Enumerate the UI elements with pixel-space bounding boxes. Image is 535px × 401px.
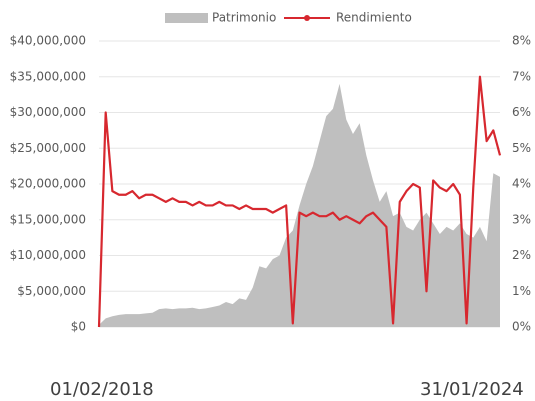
y-tick-label: $15,000,000 [10,212,86,226]
legend-label: Rendimiento [336,11,412,25]
y-tick-label: $5,000,000 [17,284,86,298]
area [99,83,500,328]
legend-marker [304,15,310,21]
y2-tick-label: 4% [512,177,531,191]
y2-tick-label: 7% [512,69,531,83]
x-tick-label: 31/01/2024 [420,379,524,400]
x-tick-label: 01/02/2018 [50,379,154,400]
line [97,75,502,328]
y2-tick-label: 5% [512,141,531,155]
y2-tick-label: 1% [512,284,531,298]
y-tick-label: $30,000,000 [10,105,86,119]
y-tick-label: $40,000,000 [10,34,86,48]
legend-swatch [165,13,208,23]
y-tick-label: $0 [71,320,86,334]
y2-tick-label: 3% [512,212,531,226]
y-tick-label: $20,000,000 [10,177,86,191]
y-tick-label: $35,000,000 [10,69,86,83]
legend-label: Patrimonio [212,11,276,25]
y2-tick-label: 6% [512,105,531,119]
y-tick-label: $25,000,000 [10,141,86,155]
y2-tick-label: 8% [512,34,531,48]
y2-tick-label: 0% [512,320,531,334]
y2-tick-label: 2% [512,248,531,262]
y-tick-label: $10,000,000 [10,248,86,262]
